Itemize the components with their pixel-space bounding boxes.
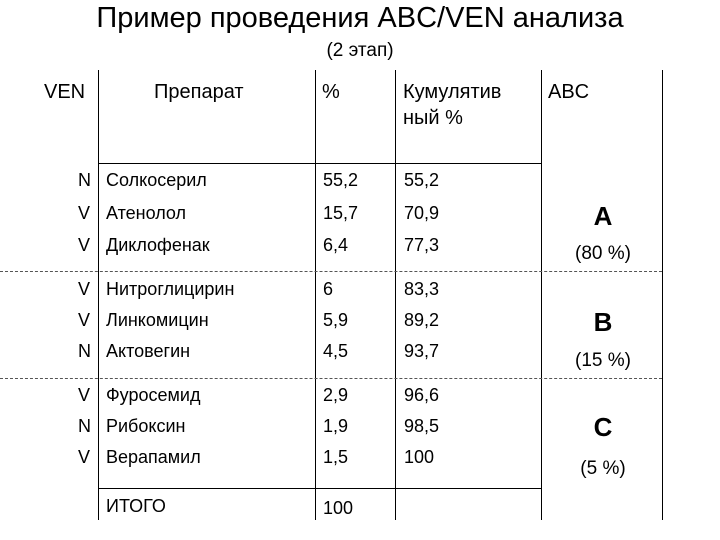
header-abc: ABC <box>548 81 590 103</box>
page-title: Пример проведения ABC/VEN анализа <box>96 2 624 34</box>
page-subtitle: (2 этап) <box>326 40 394 61</box>
total-label: ИТОГО <box>106 496 166 516</box>
row-cumulative: 70,9 <box>404 203 440 223</box>
header-percent: % <box>322 81 340 103</box>
row-drug: Солкосерил <box>106 170 207 190</box>
row-drug: Линкомицин <box>106 310 209 330</box>
row-drug: Актовегин <box>106 341 191 361</box>
header-cumulative-line2: ный % <box>403 107 463 129</box>
group-share-a: (80 %) <box>575 243 631 264</box>
group-letter-b: B <box>593 307 613 337</box>
table-col-divider-percent <box>395 70 396 520</box>
row-drug: Нитроглицирин <box>106 279 235 299</box>
table-col-divider-drug <box>315 70 316 520</box>
group-letter-a: A <box>593 201 613 231</box>
row-ven: V <box>78 279 91 299</box>
table-total-topline <box>98 488 541 489</box>
row-drug: Диклофенак <box>106 235 210 255</box>
header-drug: Препарат <box>154 81 244 103</box>
table-right-border <box>662 70 663 520</box>
row-ven: N <box>78 416 91 436</box>
row-cumulative: 77,3 <box>404 235 440 255</box>
row-percent: 1,5 <box>323 447 349 467</box>
row-cumulative: 98,5 <box>404 416 440 436</box>
table-left-border <box>98 70 99 520</box>
row-cumulative: 96,6 <box>404 385 440 405</box>
table-header-underline <box>98 163 541 164</box>
row-percent: 1,9 <box>323 416 349 436</box>
row-drug: Фуросемид <box>106 385 201 405</box>
group-a-b-separator <box>0 271 662 272</box>
group-b-c-separator <box>0 378 662 379</box>
table-col-divider-cumulative <box>541 70 542 520</box>
row-percent: 55,2 <box>323 170 359 190</box>
total-percent: 100 <box>323 498 354 518</box>
row-percent: 6 <box>323 279 334 299</box>
group-share-c: (5 %) <box>580 458 626 479</box>
row-percent: 15,7 <box>323 203 359 223</box>
row-percent: 6,4 <box>323 235 349 255</box>
header-ven: VEN <box>44 81 86 103</box>
row-drug: Атенолол <box>106 203 187 223</box>
row-ven: V <box>78 385 91 405</box>
row-ven: N <box>78 170 91 190</box>
row-percent: 4,5 <box>323 341 349 361</box>
row-ven: V <box>78 235 91 255</box>
row-cumulative: 55,2 <box>404 170 440 190</box>
row-drug: Верапамил <box>106 447 201 467</box>
row-percent: 2,9 <box>323 385 349 405</box>
row-ven: N <box>78 341 91 361</box>
header-cumulative-line1: Кумулятив <box>403 81 502 103</box>
row-cumulative: 100 <box>404 447 435 467</box>
group-share-b: (15 %) <box>575 350 631 371</box>
row-ven: V <box>78 447 91 467</box>
row-ven: V <box>78 203 91 223</box>
row-cumulative: 89,2 <box>404 310 440 330</box>
row-cumulative: 93,7 <box>404 341 440 361</box>
group-letter-c: C <box>593 412 613 442</box>
row-ven: V <box>78 310 91 330</box>
row-drug: Рибоксин <box>106 416 186 436</box>
row-percent: 5,9 <box>323 310 349 330</box>
row-cumulative: 83,3 <box>404 279 440 299</box>
